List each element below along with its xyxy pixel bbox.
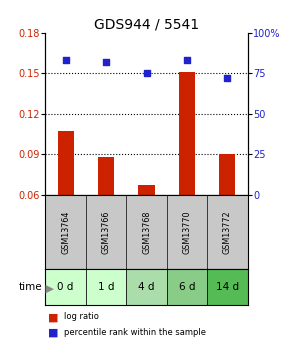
Text: GDS944 / 5541: GDS944 / 5541 — [94, 17, 199, 31]
Text: GSM13772: GSM13772 — [223, 210, 232, 254]
Text: GSM13770: GSM13770 — [183, 210, 191, 254]
Text: 1 d: 1 d — [98, 282, 114, 292]
Point — [225, 76, 230, 81]
Text: GSM13766: GSM13766 — [102, 210, 110, 254]
Text: 6 d: 6 d — [179, 282, 195, 292]
Point — [63, 58, 68, 63]
Text: percentile rank within the sample: percentile rank within the sample — [64, 328, 207, 337]
Bar — [138, 186, 155, 195]
Bar — [207, 269, 248, 305]
Bar — [86, 269, 126, 305]
Point — [104, 59, 108, 65]
Text: ▶: ▶ — [42, 284, 54, 294]
Point — [144, 71, 149, 76]
Bar — [57, 131, 74, 195]
Text: GSM13768: GSM13768 — [142, 210, 151, 254]
Text: ■: ■ — [48, 328, 59, 338]
Bar — [45, 269, 86, 305]
Bar — [167, 269, 207, 305]
Text: 14 d: 14 d — [216, 282, 239, 292]
Text: 4 d: 4 d — [138, 282, 155, 292]
Point — [185, 58, 189, 63]
Bar — [98, 157, 114, 195]
Text: time: time — [19, 282, 42, 292]
Text: ■: ■ — [48, 312, 59, 322]
Bar — [179, 72, 195, 195]
Text: 0 d: 0 d — [57, 282, 74, 292]
Text: log ratio: log ratio — [64, 312, 99, 321]
Bar — [219, 155, 236, 195]
Bar — [126, 269, 167, 305]
Text: GSM13764: GSM13764 — [61, 210, 70, 254]
